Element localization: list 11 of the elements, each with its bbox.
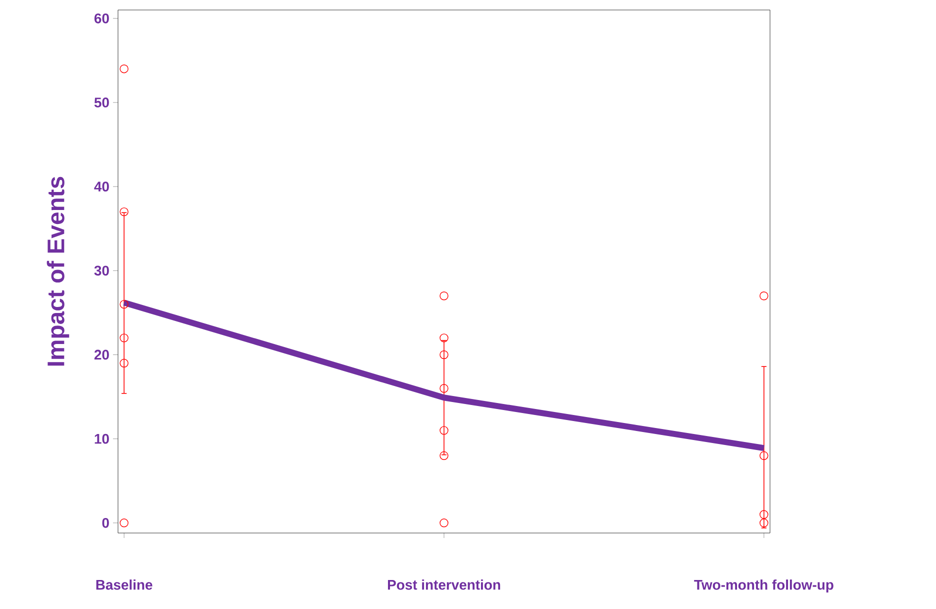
y-tick-label: 50 [94, 98, 109, 108]
x-tick-label: Post intervention [388, 580, 500, 590]
y-tick-label: 10 [94, 434, 109, 444]
y-tick-label: 30 [94, 266, 109, 276]
y-tick-label: 60 [94, 13, 109, 24]
y-tick-label: 40 [94, 182, 109, 192]
x-tick-label: Two-month follow-up [694, 580, 834, 593]
y-tick-label: 0 [102, 518, 109, 528]
y-tick-label: 20 [94, 350, 109, 360]
y-axis-title: Impact of Events [46, 176, 70, 366]
x-tick-label: Baseline [96, 580, 152, 590]
